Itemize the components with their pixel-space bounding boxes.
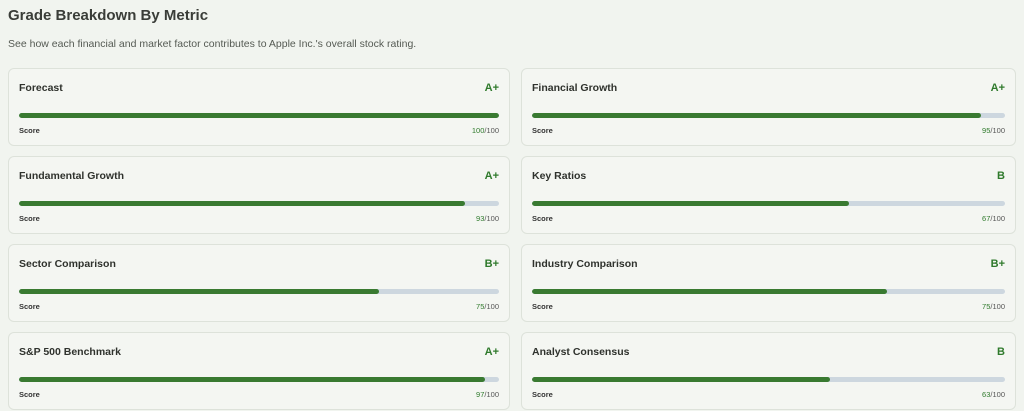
score-max: /100 xyxy=(990,214,1005,223)
metric-card: Industry Comparison B+ Score 75/100 xyxy=(521,244,1016,322)
metric-name: S&P 500 Benchmark xyxy=(19,346,121,358)
score-value: 75/100 xyxy=(982,302,1005,311)
metric-grade: B+ xyxy=(484,258,499,270)
score-number: 63 xyxy=(982,390,991,399)
score-number: 95 xyxy=(982,126,991,135)
metric-card: Analyst Consensus B Score 63/100 xyxy=(521,332,1016,410)
page-subtitle: See how each financial and market factor… xyxy=(8,38,417,50)
score-track xyxy=(19,113,499,118)
score-value: 63/100 xyxy=(982,390,1005,399)
metric-card: Sector Comparison B+ Score 75/100 xyxy=(8,244,510,322)
metric-card: Key Ratios B Score 67/100 xyxy=(521,156,1016,234)
score-value: 75/100 xyxy=(476,302,499,311)
score-value: 97/100 xyxy=(476,390,499,399)
score-bar xyxy=(532,113,982,118)
score-value: 67/100 xyxy=(982,214,1005,223)
metric-name: Forecast xyxy=(19,82,63,94)
score-max: /100 xyxy=(484,302,499,311)
score-track xyxy=(532,113,1005,118)
score-track xyxy=(532,377,1005,382)
metric-grade: B xyxy=(997,346,1005,358)
score-bar xyxy=(532,289,887,294)
score-track xyxy=(19,377,499,382)
score-max: /100 xyxy=(990,302,1005,311)
score-bar xyxy=(532,377,830,382)
score-track xyxy=(19,201,499,206)
metric-card: Forecast A+ Score 100/100 xyxy=(8,68,510,146)
metric-card: Fundamental Growth A+ Score 93/100 xyxy=(8,156,510,234)
metric-name: Sector Comparison xyxy=(19,258,116,270)
score-max: /100 xyxy=(484,214,499,223)
score-bar xyxy=(532,201,849,206)
score-max: /100 xyxy=(484,390,499,399)
metric-name: Fundamental Growth xyxy=(19,170,124,182)
score-track xyxy=(532,201,1005,206)
metric-name: Analyst Consensus xyxy=(532,346,630,358)
metric-grade: A+ xyxy=(990,82,1005,94)
score-caption: Score xyxy=(532,302,553,311)
metric-grade: A+ xyxy=(484,170,499,182)
score-caption: Score xyxy=(532,126,553,135)
metric-grade: B+ xyxy=(990,258,1005,270)
score-max: /100 xyxy=(990,126,1005,135)
score-caption: Score xyxy=(19,390,40,399)
score-track xyxy=(532,289,1005,294)
score-bar xyxy=(19,113,499,118)
score-number: 93 xyxy=(476,214,485,223)
score-caption: Score xyxy=(532,390,553,399)
metric-grid: Forecast A+ Score 100/100 Financial Growth A+… xyxy=(8,68,1016,410)
score-max: /100 xyxy=(484,126,499,135)
score-bar xyxy=(19,289,379,294)
score-number: 75 xyxy=(476,302,485,311)
metric-name: Financial Growth xyxy=(532,82,618,94)
score-caption: Score xyxy=(532,214,553,223)
score-caption: Score xyxy=(19,302,40,311)
score-caption: Score xyxy=(19,214,40,223)
metric-card: Financial Growth A+ Score 95/100 xyxy=(521,68,1016,146)
page-title: Grade Breakdown By Metric xyxy=(8,7,209,24)
score-value: 100/100 xyxy=(472,126,499,135)
score-value: 95/100 xyxy=(982,126,1005,135)
score-number: 100 xyxy=(471,126,485,135)
score-number: 67 xyxy=(982,214,991,223)
score-max: /100 xyxy=(990,390,1005,399)
metric-grade: A+ xyxy=(484,346,499,358)
metric-card: S&P 500 Benchmark A+ Score 97/100 xyxy=(8,332,510,410)
score-number: 97 xyxy=(476,390,485,399)
score-track xyxy=(19,289,499,294)
metric-grade: B xyxy=(997,170,1005,182)
score-caption: Score xyxy=(19,126,40,135)
score-bar xyxy=(19,377,485,382)
metric-name: Industry Comparison xyxy=(532,258,638,270)
metric-name: Key Ratios xyxy=(532,170,587,182)
score-number: 75 xyxy=(982,302,991,311)
score-bar xyxy=(19,201,466,206)
score-value: 93/100 xyxy=(476,214,499,223)
metric-grade: A+ xyxy=(484,82,499,94)
